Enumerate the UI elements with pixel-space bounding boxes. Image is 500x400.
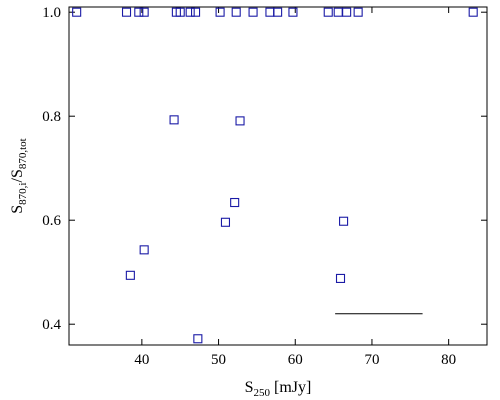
data-point bbox=[139, 7, 149, 17]
data-point bbox=[265, 7, 275, 17]
y-tick-label: 1.0 bbox=[42, 5, 61, 21]
x-tick-label: 40 bbox=[134, 352, 149, 368]
data-point bbox=[134, 7, 144, 17]
data-point bbox=[333, 7, 343, 17]
data-point bbox=[185, 7, 195, 17]
data-point bbox=[288, 7, 298, 17]
data-point bbox=[193, 334, 203, 344]
data-point bbox=[220, 217, 231, 227]
data-point bbox=[342, 7, 352, 17]
data-point bbox=[215, 7, 225, 17]
x-axis-title: S250 [mJy] bbox=[245, 379, 312, 399]
x-axis-ticks: 40 50 60 70 80 bbox=[134, 7, 456, 368]
data-point bbox=[191, 7, 201, 17]
data-point bbox=[339, 216, 349, 226]
y-tick-label: 0.8 bbox=[42, 109, 61, 125]
data-point bbox=[273, 7, 283, 17]
data-point bbox=[175, 7, 185, 17]
data-point bbox=[335, 273, 346, 283]
x-tick-label: 50 bbox=[211, 352, 226, 368]
data-point bbox=[230, 197, 240, 208]
x-tick-label: 80 bbox=[441, 352, 456, 368]
data-point bbox=[468, 7, 478, 17]
x-tick-label: 70 bbox=[364, 352, 379, 368]
data-point bbox=[353, 7, 363, 17]
data-point bbox=[169, 115, 179, 125]
x-tick-label: 60 bbox=[288, 352, 303, 368]
data-point bbox=[235, 116, 245, 126]
data-point bbox=[121, 7, 132, 17]
data-point bbox=[125, 270, 135, 280]
plot-frame bbox=[68, 6, 488, 346]
y-tick-label: 0.6 bbox=[42, 213, 61, 229]
data-point bbox=[72, 7, 82, 17]
data-point bbox=[323, 7, 333, 17]
y-tick-label: 0.4 bbox=[42, 317, 61, 333]
data-point bbox=[248, 7, 258, 17]
data-point bbox=[231, 7, 241, 17]
y-axis-ticks: 0.4 0.6 0.8 1.0 bbox=[42, 5, 487, 333]
y-axis-title: S870,i/S870,tot bbox=[9, 138, 29, 213]
data-points bbox=[72, 7, 478, 344]
data-point bbox=[139, 245, 149, 255]
